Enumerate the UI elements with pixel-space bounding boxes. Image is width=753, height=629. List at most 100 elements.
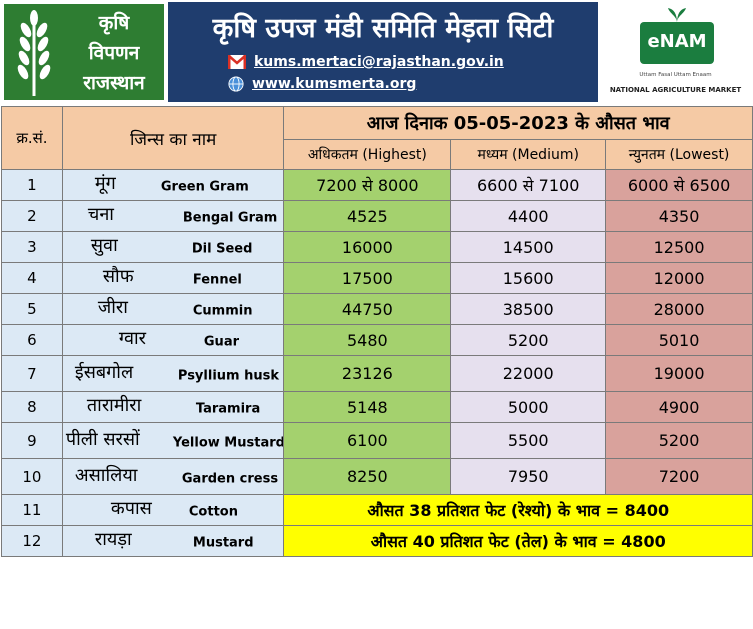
commodity-cell: असालिया Garden cress [61,458,285,495]
serial-cell: 6 [1,324,63,356]
serial-cell: 8 [1,391,63,423]
medium-price-cell: 15600 [450,262,607,294]
commodity-hindi: पीली सरसों [65,428,140,450]
commodity-hindi: जीरा [97,297,128,319]
logo-text-line2: विपणन [88,42,140,64]
highest-price-cell: 7200 से 8000 [283,169,452,201]
lowest-price-cell: 19000 [605,355,753,392]
serial-cell: 2 [1,200,63,232]
medium-price-cell: 5500 [450,422,607,459]
serial-cell: 1 [1,169,63,201]
table-row: 4 सौफ Fennel 17500 15600 12000 [1,262,753,294]
enam-tagline: Uttam Fasal Uttam Enaam [639,72,712,78]
website-link[interactable]: www.kumsmerta.org [252,76,417,92]
lowest-price-cell: 28000 [605,293,753,325]
commodity-english: Guar [203,334,239,350]
gmail-icon [228,55,246,69]
medium-price-cell: 5000 [450,391,607,423]
lowest-price-cell: 7200 [605,458,753,495]
table-row: 3 सुवा Dil Seed 16000 14500 12500 [1,231,753,263]
commodity-cell: जीरा Cummin [61,293,285,325]
commodity-cell: पीली सरसों Yellow Mustard [61,422,285,459]
leaf-icon [668,8,686,23]
footer-blank [0,562,753,629]
serial-cell: 10 [1,458,63,495]
lowest-price-cell: 5200 [605,422,753,459]
commodity-cell: रायड़ा Mustard [61,525,285,557]
page-title: कृषि उपज मंडी समिति मेड़ता सिटी [212,13,554,44]
highest-price-cell: 5480 [283,324,452,356]
header-highest: अधिकतम (Highest) [283,139,452,170]
commodity-hindi: असालिया [74,464,138,486]
highest-price-cell: 23126 [283,355,452,392]
medium-price-cell: 5200 [450,324,607,356]
header-commodity: जिन्स का नाम [61,106,285,170]
krishi-vipnan-logo: कृषि विपणन राजस्थान [2,2,166,102]
commodity-english: Fennel [192,272,242,288]
enam-subtitle: NATIONAL AGRICULTURE MARKET [609,86,742,94]
commodity-cell: चना Bengal Gram [61,200,285,232]
table-row: 1 मूंग Green Gram 7200 से 8000 6600 से 7100 6… [1,169,753,201]
commodity-hindi: तारामीरा [86,395,142,417]
lowest-price-cell: 4900 [605,391,753,423]
average-price-cell: औसत 38 प्रतिशत फेट (रेश्यो) के भाव = 840… [283,494,753,526]
highest-price-cell: 8250 [283,458,452,495]
enam-badge: eNAM [640,22,714,64]
header-medium: मध्यम (Medium) [450,139,607,170]
commodity-english: Bengal Gram [182,210,278,226]
table-row: 10 असालिया Garden cress 8250 7950 7200 [1,458,753,495]
header-serial: क्र.सं. [1,106,63,170]
commodity-english: Cummin [192,303,253,319]
highest-price-cell: 6100 [283,422,452,459]
commodity-hindi: ग्वार [118,328,146,350]
email-contact[interactable]: kums.mertaci@rajasthan.gov.in [228,52,504,72]
table-row: 9 पीली सरसों Yellow Mustard 6100 5500 5200 [1,422,753,459]
commodity-english: Garden cress [181,470,279,486]
price-table: क्र.सं. जिन्स का नाम आज दिनाक 05-05-2023… [1,106,753,557]
commodity-cell: तारामीरा Taramira [61,391,285,423]
enam-logo: eNAM Uttam Fasal Uttam Enaam NATIONAL AG… [600,2,751,102]
wheat-icon [17,10,51,96]
commodity-hindi: चना [87,204,114,226]
title-banner: कृषि उपज मंडी समिति मेड़ता सिटी kums.mer… [168,2,598,102]
medium-price-cell: 4400 [450,200,607,232]
commodity-hindi: रायड़ा [94,529,132,551]
average-row: 11 कपास Cotton औसत 38 प्रतिशत फेट (रेश्यो) … [1,494,753,526]
table-row: 7 ईसबगोल Psyllium husk 23126 22000 19000 [1,355,753,392]
table-row: 2 चना Bengal Gram 4525 4400 4350 [1,200,753,232]
highest-price-cell: 5148 [283,391,452,423]
logo-text-line3: राजस्थान [83,72,145,94]
table-row: 8 तारामीरा Taramira 5148 5000 4900 [1,391,753,423]
average-row: 12 रायड़ा Mustard औसत 40 प्रतिशत फेट (तेल) … [1,525,753,557]
commodity-cell: कपास Cotton [61,494,285,526]
highest-price-cell: 17500 [283,262,452,294]
highest-price-cell: 4525 [283,200,452,232]
commodity-hindi: सुवा [90,235,118,257]
commodity-cell: ईसबगोल Psyllium husk [61,355,285,392]
serial-cell: 3 [1,231,63,263]
commodity-english: Psyllium husk [177,367,279,383]
commodity-hindi: सौफ [102,266,134,288]
globe-icon [228,76,244,92]
serial-cell: 9 [1,422,63,459]
commodity-english: Cotton [188,504,238,520]
page-header: कृषि विपणन राजस्थान कृषि उपज मंडी समिति … [0,0,753,106]
serial-cell: 12 [1,525,63,557]
commodity-english: Yellow Mustard [172,434,284,450]
email-link[interactable]: kums.mertaci@rajasthan.gov.in [254,54,504,70]
lowest-price-cell: 5010 [605,324,753,356]
lowest-price-cell: 4350 [605,200,753,232]
medium-price-cell: 7950 [450,458,607,495]
serial-cell: 11 [1,494,63,526]
highest-price-cell: 16000 [283,231,452,263]
commodity-hindi: मूंग [94,173,116,195]
commodity-cell: मूंग Green Gram [61,169,285,201]
website-contact[interactable]: www.kumsmerta.org [228,74,416,94]
lowest-price-cell: 12000 [605,262,753,294]
average-price-cell: औसत 40 प्रतिशत फेट (तेल) के भाव = 4800 [283,525,753,557]
serial-cell: 4 [1,262,63,294]
commodity-english: Taramira [195,401,261,417]
commodity-cell: सुवा Dil Seed [61,231,285,263]
lowest-price-cell: 6000 से 6500 [605,169,753,201]
commodity-english: Dil Seed [191,241,253,257]
